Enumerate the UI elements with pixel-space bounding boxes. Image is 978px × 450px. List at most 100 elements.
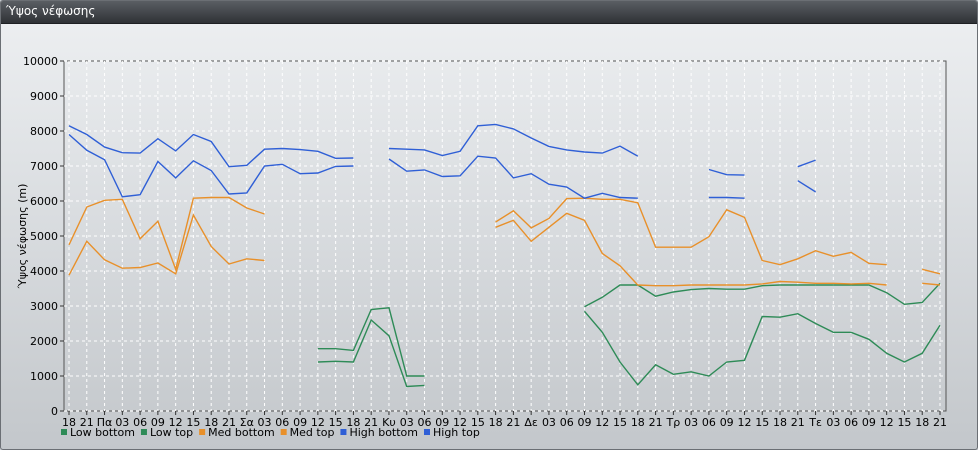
- y-tick-label: 10000: [23, 55, 58, 68]
- x-tick-label: 09: [720, 416, 734, 429]
- window-title: Ύψος νέφωσης: [6, 4, 96, 18]
- legend-swatch: [424, 429, 430, 435]
- series-line-med-bottom: [68, 213, 265, 276]
- legend-label: Low bottom: [70, 426, 135, 439]
- legend-swatch: [280, 429, 287, 435]
- x-tick-label: 18: [62, 416, 76, 429]
- y-tick-label: 1000: [30, 370, 58, 383]
- legend-swatch: [140, 429, 147, 435]
- series-line-med-bottom: [922, 282, 941, 286]
- x-tick-label: 18: [631, 416, 645, 429]
- x-tick-label: 21: [80, 416, 94, 429]
- y-tick-label: 2000: [30, 335, 58, 348]
- series-line-high-top: [388, 123, 639, 157]
- y-tick-label: 0: [51, 405, 58, 418]
- x-tick-label: 03: [542, 416, 556, 429]
- x-tick-label: 18: [773, 416, 787, 429]
- x-tick-label: 12: [595, 416, 609, 429]
- legend: Low bottom Low top Med bottom Med top High b…: [61, 426, 480, 439]
- x-tick-label: 15: [329, 416, 343, 429]
- legend-label: High top: [433, 426, 480, 439]
- x-tick-label: 03: [684, 416, 698, 429]
- x-tick-label: Δε: [524, 416, 538, 429]
- x-tick-label: 15: [755, 416, 769, 429]
- series-line-high-bottom: [797, 180, 816, 193]
- x-tick-label: 15: [613, 416, 627, 429]
- x-tick-label: 09: [435, 416, 449, 429]
- legend-swatch: [61, 429, 67, 435]
- legend-label: Med bottom: [208, 426, 275, 439]
- x-tick-label: Πα: [97, 416, 113, 429]
- x-tick-label: 06: [133, 416, 147, 429]
- legend-label: High bottom: [349, 426, 418, 439]
- legend-label: Med top: [290, 426, 335, 439]
- y-tick-label: 5000: [30, 230, 58, 243]
- x-tick-label: 12: [880, 416, 894, 429]
- x-tick-label: 06: [275, 416, 289, 429]
- x-tick-label: 06: [702, 416, 716, 429]
- grid-lines: [64, 60, 946, 412]
- x-tick-label: 15: [186, 416, 200, 429]
- x-tick-label: 09: [293, 416, 307, 429]
- series-line-med-top: [922, 268, 941, 275]
- series-line-med-bottom: [495, 212, 887, 287]
- legend-swatch: [199, 429, 206, 435]
- series-line-high-bottom: [708, 196, 745, 199]
- series-line-high-top: [68, 125, 354, 168]
- x-tick-label: 12: [311, 416, 325, 429]
- series-line-low-top: [317, 307, 425, 377]
- x-tick-label: 03: [115, 416, 129, 429]
- x-tick-label: 12: [169, 416, 183, 429]
- x-tick-label: Τρ: [666, 416, 681, 429]
- series-lines: [68, 123, 941, 388]
- y-axis-label: Ύψος νέφωσης (m): [16, 184, 29, 290]
- x-tick-label: 09: [151, 416, 165, 429]
- x-tick-label: 21: [364, 416, 378, 429]
- x-tick-label: 18: [346, 416, 360, 429]
- x-tick-label: 15: [471, 416, 485, 429]
- y-tick-label: 4000: [30, 265, 58, 278]
- y-axis-ticks: 0 1000 2000 3000 4000 5000 6000 7000 8000 9000 100…: [23, 55, 64, 418]
- x-axis-ticks: 18 21 Πα 03 06 09 12 15 18 21 Σα 03 06 09 12 15 18 21 Κυ 03…: [62, 411, 947, 429]
- series-line-med-top: [68, 196, 265, 272]
- x-tick-label: 21: [649, 416, 663, 429]
- y-tick-label: 3000: [30, 300, 58, 313]
- series-line-med-top: [495, 197, 887, 266]
- x-tick-label: 18: [489, 416, 503, 429]
- x-tick-label: 03: [400, 416, 414, 429]
- x-tick-label: 09: [577, 416, 591, 429]
- series-line-low-bottom: [317, 318, 425, 388]
- y-tick-label: 9000: [30, 90, 58, 103]
- y-tick-label: 8000: [30, 125, 58, 138]
- series-line-low-top: [584, 282, 941, 308]
- x-tick-label: Κυ: [382, 416, 396, 429]
- series-line-high-top: [797, 159, 816, 168]
- x-tick-label: 18: [204, 416, 218, 429]
- x-tick-label: 03: [258, 416, 272, 429]
- series-line-high-bottom: [68, 133, 354, 198]
- x-tick-label: 06: [418, 416, 432, 429]
- x-tick-label: 21: [791, 416, 805, 429]
- x-tick-label: Τε: [808, 416, 822, 429]
- x-tick-label: Σα: [240, 416, 254, 429]
- x-tick-label: 06: [844, 416, 858, 429]
- y-tick-label: 6000: [30, 195, 58, 208]
- x-tick-label: 12: [737, 416, 751, 429]
- series-line-high-top: [708, 168, 745, 176]
- x-tick-label: 18: [915, 416, 929, 429]
- series-line-high-bottom: [388, 155, 638, 199]
- x-tick-label: 21: [506, 416, 520, 429]
- series-line-low-bottom: [583, 310, 941, 386]
- x-tick-label: 21: [933, 416, 947, 429]
- x-tick-label: 03: [826, 416, 840, 429]
- legend-label: Low top: [150, 426, 193, 439]
- x-tick-label: 15: [897, 416, 911, 429]
- window-titlebar: Ύψος νέφωσης: [1, 1, 977, 24]
- legend-swatch: [340, 429, 347, 435]
- x-tick-label: 12: [453, 416, 467, 429]
- cloud-height-chart: 0 1000 2000 3000 4000 5000 6000 7000 8000 9000 100…: [16, 55, 947, 439]
- x-tick-label: 06: [560, 416, 574, 429]
- x-tick-label: 09: [862, 416, 876, 429]
- x-tick-label: 21: [222, 416, 236, 429]
